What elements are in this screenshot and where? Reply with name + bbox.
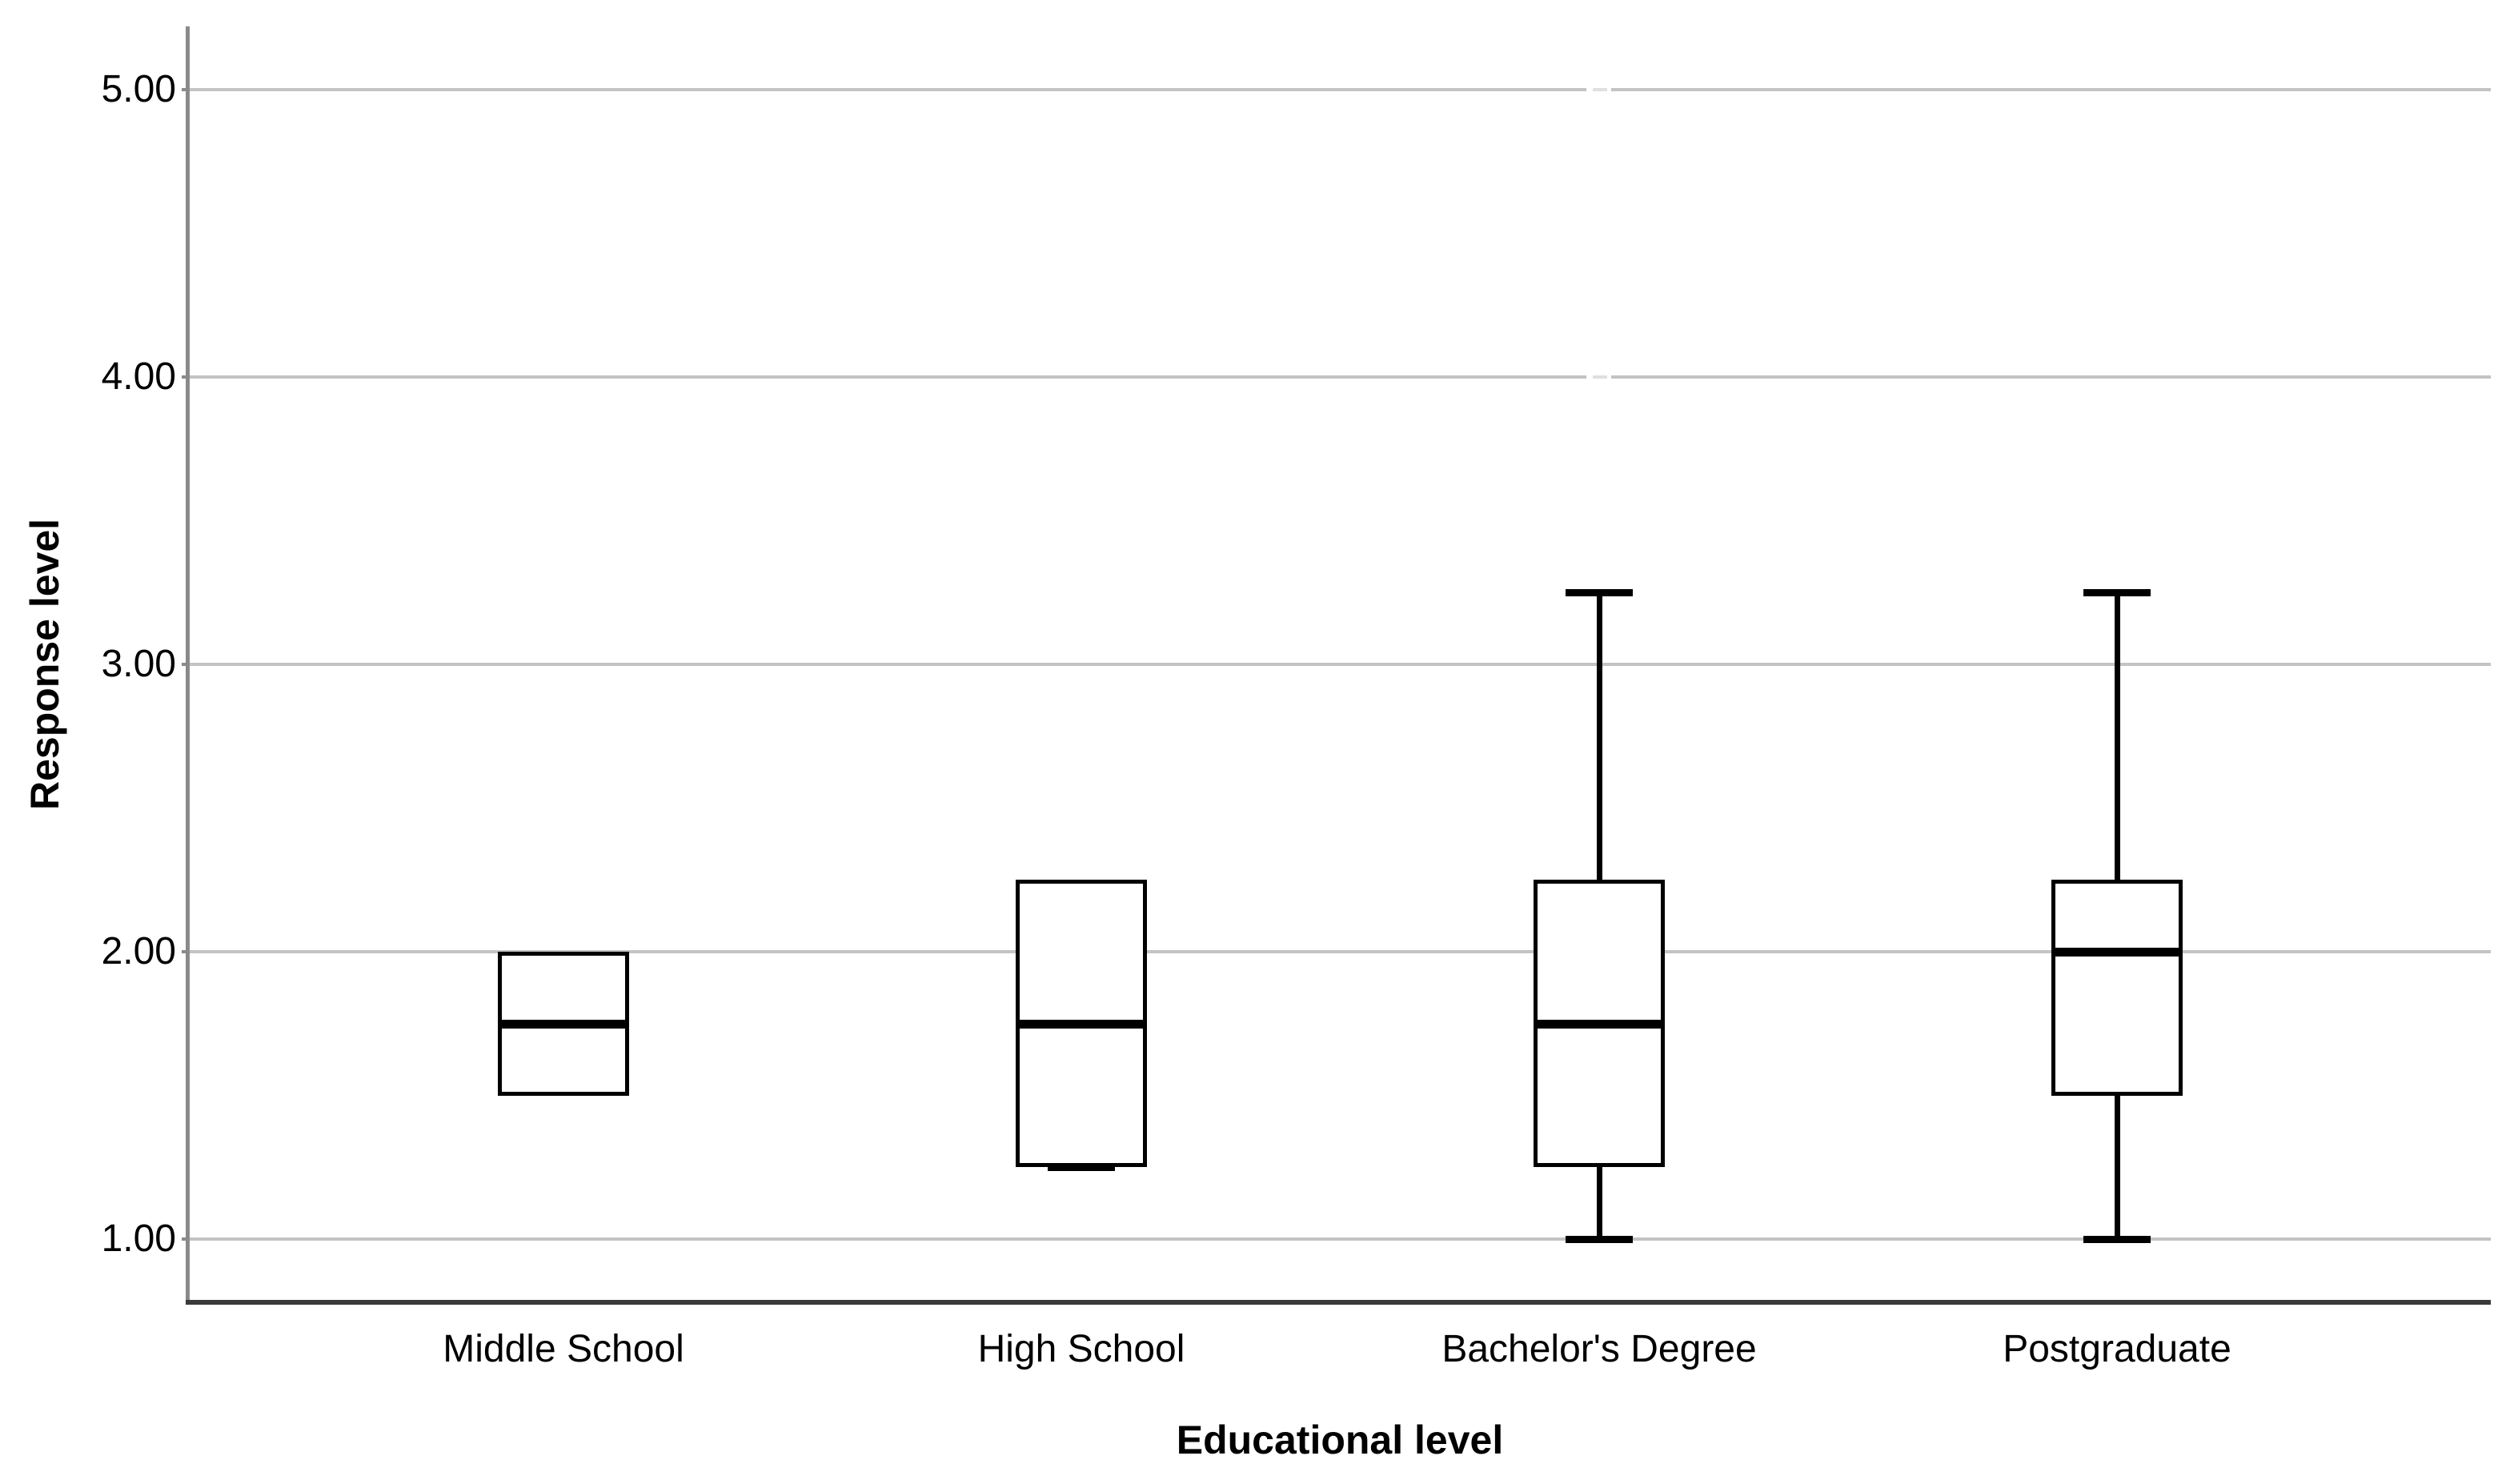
y-axis-line	[186, 26, 190, 1302]
x-axis-line	[186, 1300, 2491, 1305]
whisker-line-high-bachelor-s-degree	[1597, 592, 1602, 880]
x-tick-label-postgraduate: Postgraduate	[2003, 1328, 2231, 1370]
x-tick-label-middle-school: Middle School	[443, 1328, 684, 1370]
y-tick-mark	[182, 375, 189, 379]
gridline-segment	[189, 950, 2491, 953]
gridline-segment	[189, 375, 1586, 379]
gridline-5.00	[189, 88, 2491, 91]
y-tick-label: 1.00	[101, 1217, 176, 1260]
gridline-gap-dash	[1593, 375, 1607, 379]
gridline-gap-dash	[1593, 88, 1607, 91]
gridline-segment	[1611, 375, 2491, 379]
median-line-bachelor-s-degree	[1534, 1019, 1665, 1029]
whisker-cap-low-postgraduate	[2083, 1236, 2151, 1243]
gridline-3.00	[189, 663, 2491, 666]
gridline-segment	[189, 663, 2491, 666]
whisker-line-low-postgraduate	[2115, 1095, 2120, 1239]
y-tick-mark	[182, 663, 189, 666]
x-tick-label-high-school: High School	[977, 1328, 1185, 1370]
gridline-1.00	[189, 1237, 2491, 1241]
whisker-cap-high-bachelor-s-degree	[1566, 589, 1633, 597]
y-tick-label: 4.00	[101, 355, 176, 398]
gridline-2.00	[189, 950, 2491, 953]
y-tick-label: 3.00	[101, 643, 176, 685]
gridline-segment	[1611, 88, 2491, 91]
gridline-segment	[189, 88, 1586, 91]
x-tick-label-bachelor-s-degree: Bachelor's Degree	[1441, 1328, 1757, 1370]
whisker-cap-low-high-school	[1048, 1164, 1115, 1172]
median-line-postgraduate	[2051, 948, 2183, 957]
y-tick-mark	[182, 950, 189, 953]
box-postgraduate	[2051, 880, 2183, 1096]
whisker-cap-low-bachelor-s-degree	[1566, 1236, 1633, 1243]
median-line-middle-school	[498, 1019, 629, 1029]
y-tick-mark	[182, 88, 189, 91]
y-tick-mark	[182, 1237, 189, 1241]
whisker-line-high-postgraduate	[2115, 592, 2120, 880]
gridline-4.00	[189, 375, 2491, 379]
y-tick-label: 5.00	[101, 68, 176, 110]
whisker-line-low-bachelor-s-degree	[1597, 1167, 1602, 1239]
x-axis-title: Educational level	[1176, 1418, 1504, 1462]
y-tick-label: 2.00	[101, 930, 176, 973]
median-line-high-school	[1016, 1019, 1147, 1029]
whisker-cap-high-postgraduate	[2083, 589, 2151, 597]
gridline-segment	[189, 1237, 2491, 1241]
